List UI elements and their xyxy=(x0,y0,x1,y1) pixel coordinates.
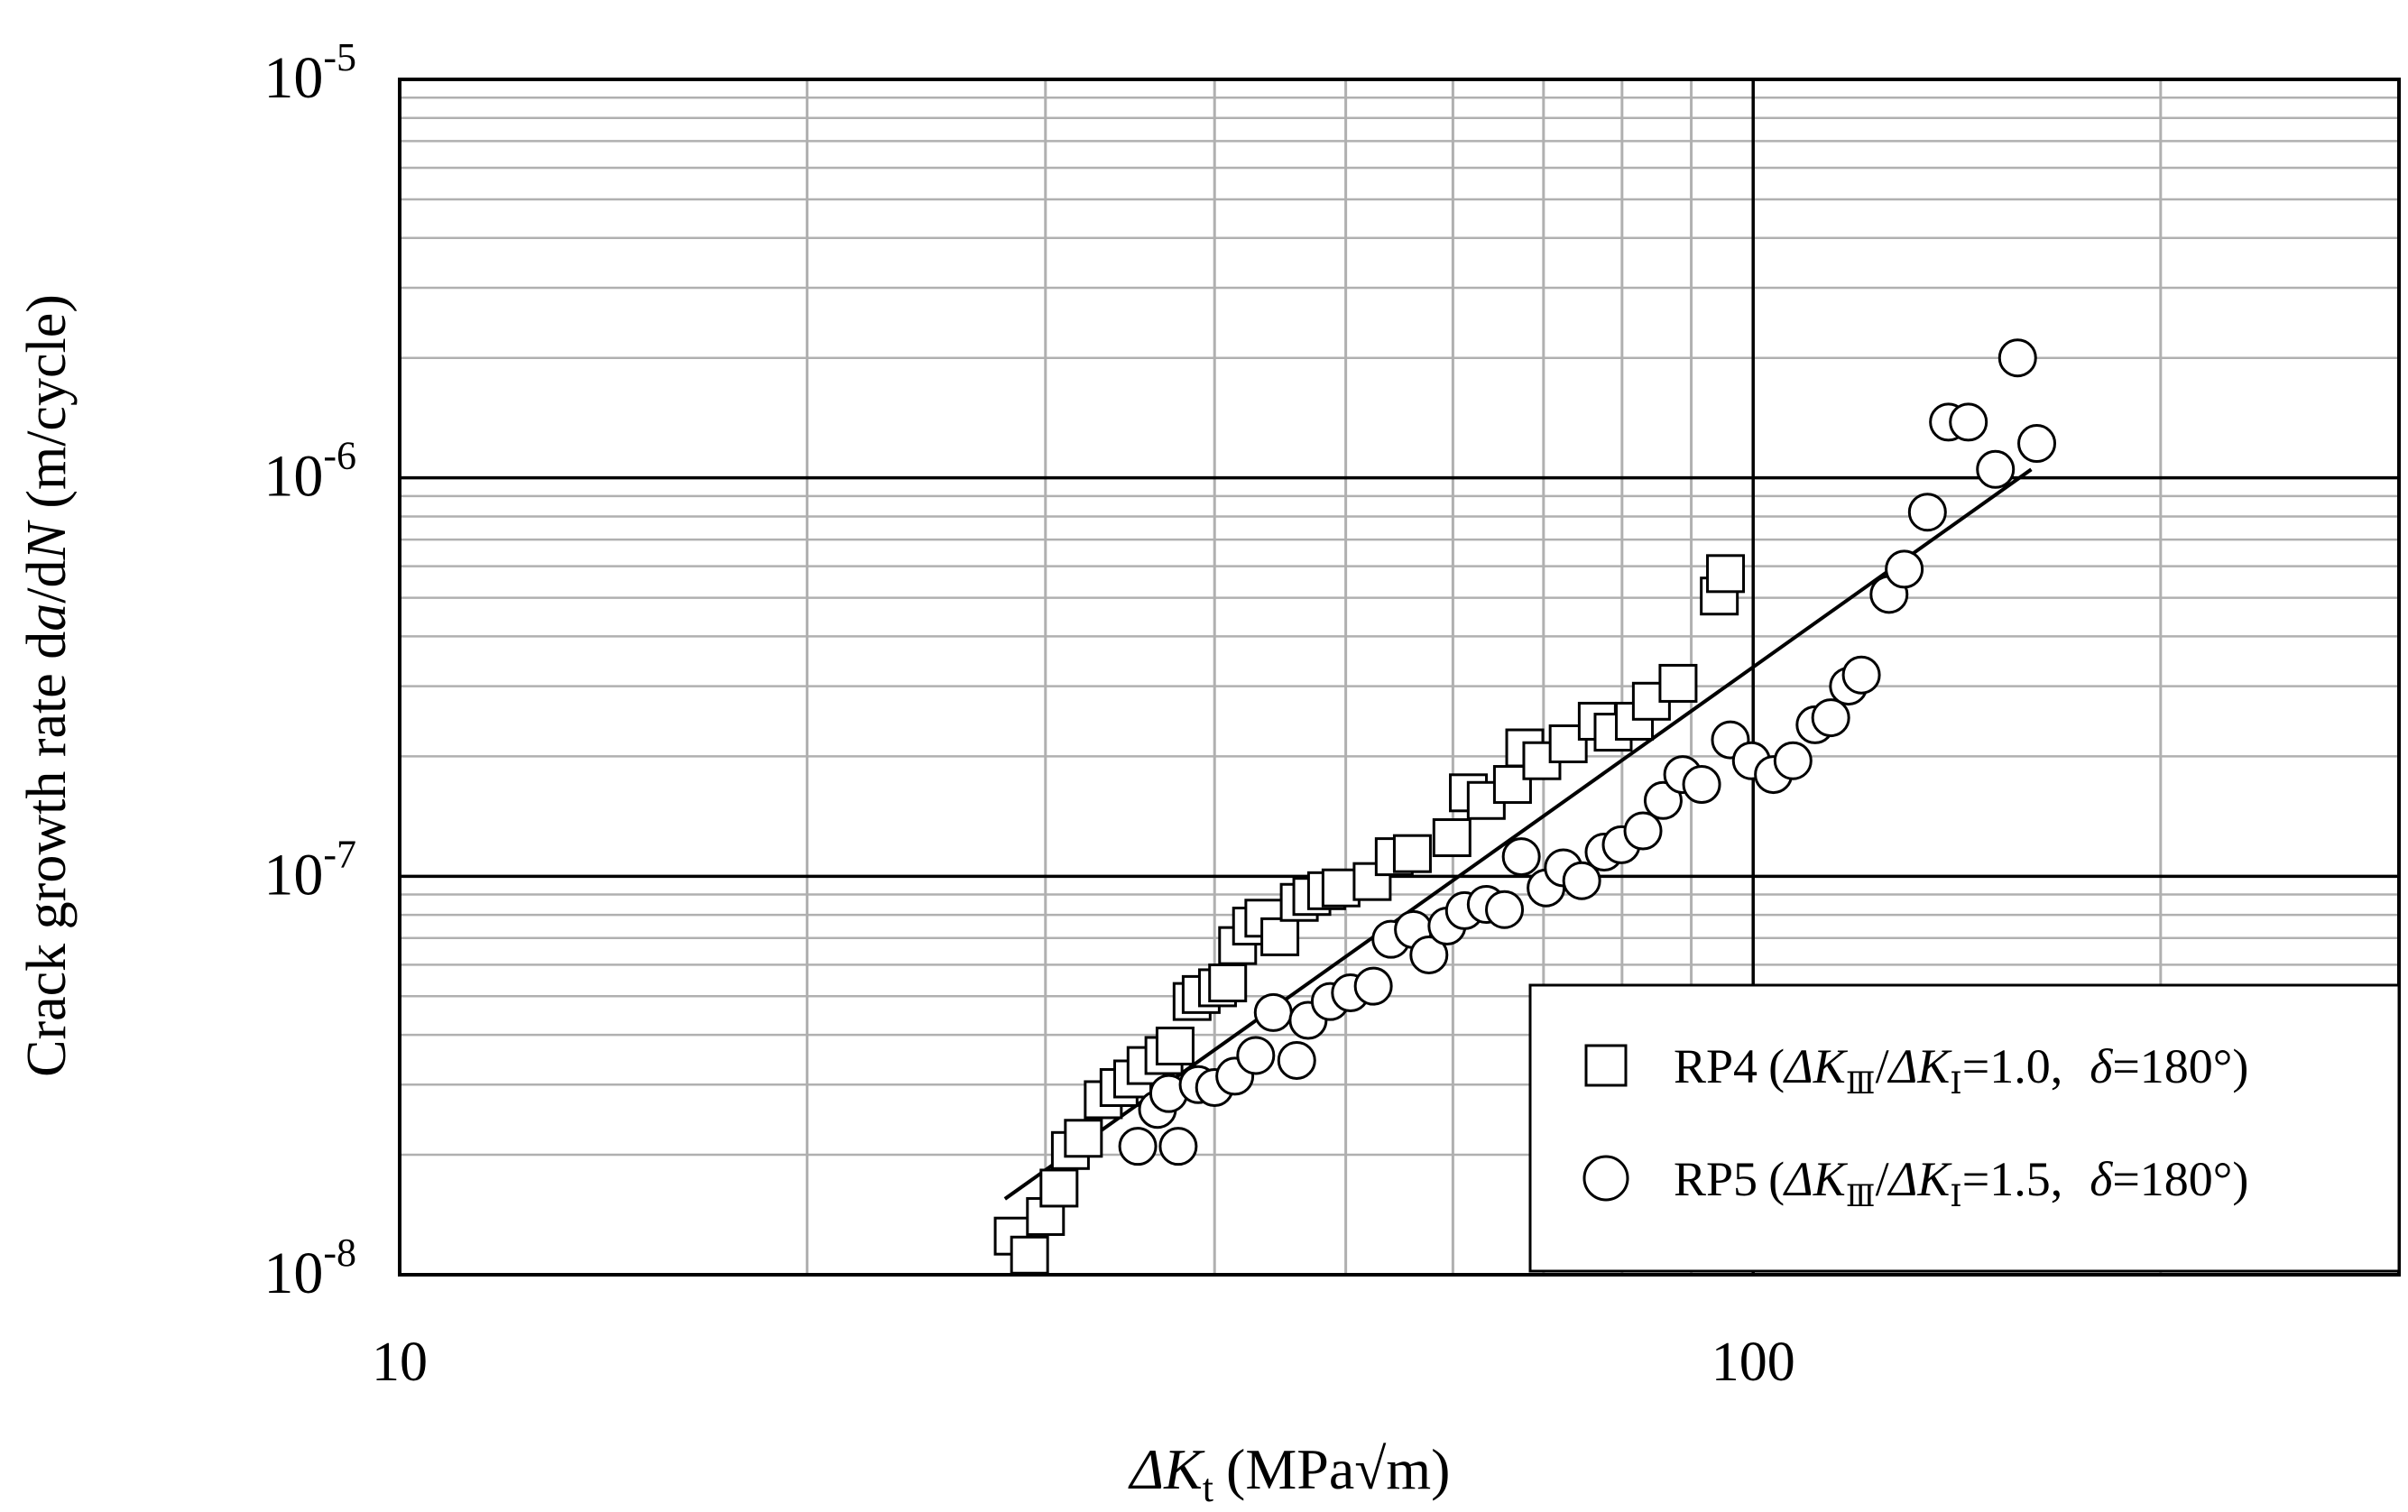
legend-square-marker xyxy=(1584,1044,1628,1087)
legend-circle-marker xyxy=(1582,1155,1629,1202)
rp5-point xyxy=(1811,698,1850,738)
rp5-point xyxy=(1885,549,1924,589)
rp5-point xyxy=(1623,811,1663,851)
y-tick-label: 10-8 xyxy=(263,1231,356,1306)
rp5-point xyxy=(1643,780,1683,820)
legend-box xyxy=(1528,983,2401,1273)
y-tick-label: 10-5 xyxy=(263,35,356,111)
rp5-point xyxy=(1907,493,1947,532)
rp5-point xyxy=(1562,861,1601,900)
plot-frame xyxy=(398,78,2401,1277)
rp5-point xyxy=(1682,765,1721,805)
x-axis-label: ΔKt (MPa√m) xyxy=(1128,1437,1451,1507)
rp5-point xyxy=(1976,449,2016,489)
x-tick-label: 100 xyxy=(1711,1332,1795,1393)
legend-rp5-entry: RP5 (ΔKⅢ/ΔKⅠ=1.5, δ=180°) xyxy=(1674,1152,2248,1213)
rp4-point xyxy=(1010,1235,1049,1275)
y-tick-labels: 10-5 10-6 10-7 10-8 xyxy=(263,35,356,1306)
rp4-point xyxy=(1392,834,1432,873)
rp4-point xyxy=(1208,963,1248,1003)
rp5-point xyxy=(1353,966,1393,1006)
rp4-point xyxy=(1155,1026,1195,1065)
rp5-point xyxy=(1253,992,1293,1032)
data-points-layer xyxy=(993,338,2057,1275)
rp5-point xyxy=(1409,935,1449,974)
rp5-point xyxy=(1501,837,1541,877)
x-tick-labels: 10 100 xyxy=(372,1332,1795,1393)
rp5-point xyxy=(1485,890,1525,929)
y-axis-label: Crack growth rate da/dN (m/cycle) xyxy=(16,294,78,1077)
rp4-point xyxy=(1432,818,1472,858)
rp5-point xyxy=(1158,1127,1198,1166)
rp4-point xyxy=(1260,917,1300,956)
rp5-point xyxy=(1773,741,1813,780)
rp5-point xyxy=(1236,1036,1276,1075)
rp4-point xyxy=(1658,663,1698,703)
rp5-point xyxy=(1841,655,1881,695)
legend-rp4-entry: RP4 (ΔKⅢ/ΔKⅠ=1.0, δ=180°) xyxy=(1674,1039,2248,1101)
rp5-point xyxy=(2017,424,2057,464)
rp5-point xyxy=(1118,1127,1158,1166)
y-tick-label: 10-6 xyxy=(263,434,356,510)
rp5-point xyxy=(1277,1040,1316,1080)
x-tick-label: 10 xyxy=(372,1332,428,1393)
rp4-point xyxy=(1064,1119,1103,1158)
rp5-point xyxy=(1997,338,2037,378)
rp4-point xyxy=(1039,1168,1079,1208)
legend: RP4 (ΔKⅢ/ΔKⅠ=1.0, δ=180°) RP5 (ΔKⅢ/ΔKⅠ=1.5,… xyxy=(1528,983,2401,1273)
rp5-point xyxy=(1949,402,1988,442)
y-tick-label: 10-7 xyxy=(263,832,356,908)
rp4-point xyxy=(1706,554,1746,594)
